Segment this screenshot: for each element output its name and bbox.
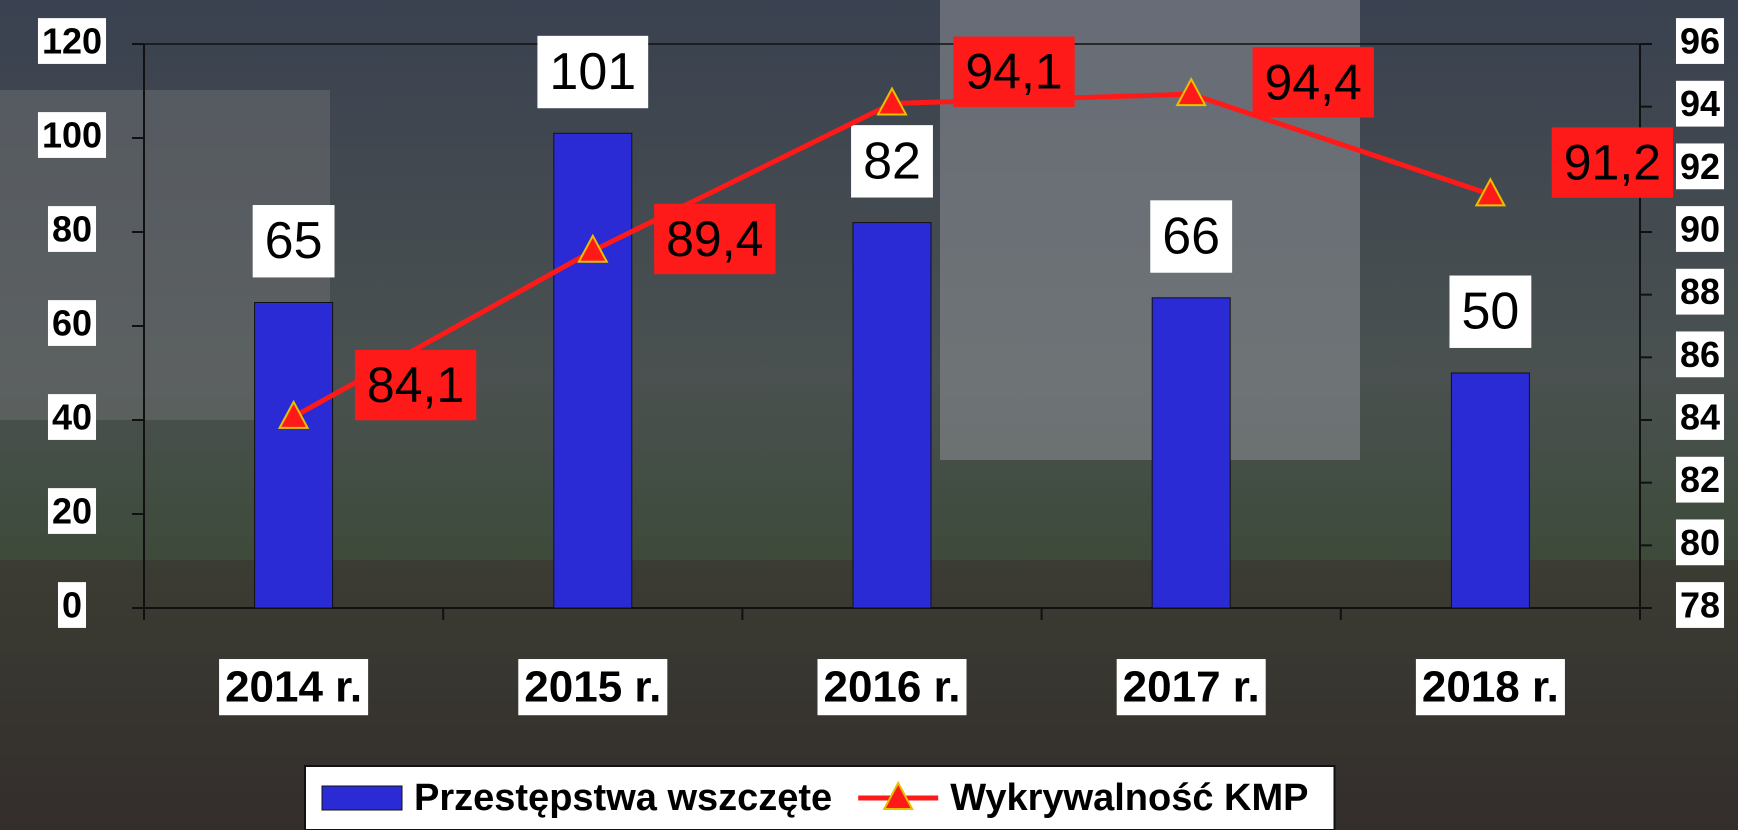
y-tick-label: 20 <box>52 491 92 532</box>
x-tick-label-group: 2016 r. <box>817 659 966 715</box>
legend-label: Przestępstwa wszczęte <box>414 777 832 819</box>
bar <box>1451 373 1529 608</box>
line-value-label: 84,1 <box>367 357 464 413</box>
y2-tick-label: 94 <box>1680 83 1720 124</box>
x-tick-label: 2015 r. <box>524 663 661 712</box>
bar-value-label-group: 50 <box>1449 276 1531 348</box>
y2-tick-label: 88 <box>1680 271 1720 312</box>
y2-tick-label-group: 82 <box>1676 457 1724 503</box>
bar-value-label: 50 <box>1461 283 1519 341</box>
y-tick-label-group: 40 <box>48 394 96 440</box>
line-value-label-group: 91,2 <box>1552 127 1673 197</box>
y2-tick-label-group: 80 <box>1676 519 1724 565</box>
legend-label: Wykrywalność KMP <box>950 777 1308 819</box>
bar-value-label-group: 66 <box>1150 200 1232 272</box>
y-tick-label: 60 <box>52 303 92 344</box>
y2-tick-label-group: 88 <box>1676 269 1724 315</box>
line-value-label-group: 94,1 <box>953 37 1074 107</box>
y-tick-label: 120 <box>42 21 102 62</box>
y-tick-label-group: 100 <box>38 112 106 158</box>
line-value-label: 89,4 <box>666 211 763 267</box>
x-tick-label-group: 2018 r. <box>1416 659 1565 715</box>
line-value-label-group: 84,1 <box>355 350 476 420</box>
y-tick-label: 40 <box>52 397 92 438</box>
bar-value-label-group: 82 <box>851 125 933 197</box>
x-tick-label: 2018 r. <box>1422 663 1559 712</box>
y2-tick-label-group: 84 <box>1676 394 1724 440</box>
y2-tick-label-group: 86 <box>1676 331 1724 377</box>
y2-tick-label-group: 94 <box>1676 81 1724 127</box>
y2-tick-label: 90 <box>1680 209 1720 250</box>
x-tick-label: 2014 r. <box>225 663 362 712</box>
x-tick-label-group: 2014 r. <box>219 659 368 715</box>
y2-tick-label: 82 <box>1680 459 1720 500</box>
bar-value-label: 101 <box>549 43 636 101</box>
line-value-label: 94,1 <box>965 44 1062 100</box>
y2-tick-label: 80 <box>1680 522 1720 563</box>
bar-value-label: 66 <box>1162 208 1220 266</box>
bar-value-label: 65 <box>265 212 323 270</box>
bar <box>853 223 931 608</box>
y-tick-label-group: 80 <box>48 206 96 252</box>
bar-value-label-group: 101 <box>537 36 648 108</box>
y2-tick-label: 96 <box>1680 21 1720 62</box>
y2-tick-label: 84 <box>1680 397 1720 438</box>
y2-tick-label: 92 <box>1680 146 1720 187</box>
y2-tick-label-group: 90 <box>1676 206 1724 252</box>
bar <box>255 303 333 609</box>
x-tick-label: 2017 r. <box>1123 663 1260 712</box>
y-tick-label-group: 120 <box>38 18 106 64</box>
bar <box>1152 298 1230 608</box>
y-tick-label: 80 <box>52 209 92 250</box>
line-value-label-group: 94,4 <box>1253 47 1374 117</box>
bar-value-label-group: 65 <box>253 205 335 277</box>
line-value-label-group: 89,4 <box>654 204 775 274</box>
y-tick-label-group: 60 <box>48 300 96 346</box>
line-value-label: 94,4 <box>1265 54 1362 110</box>
y-tick-label: 100 <box>42 115 102 156</box>
legend: Przestępstwa wszczęte Wykrywalność KMP <box>305 766 1335 830</box>
x-tick-label-group: 2015 r. <box>518 659 667 715</box>
line-value-label: 91,2 <box>1564 135 1661 191</box>
y2-tick-label-group: 96 <box>1676 18 1724 64</box>
y-tick-label: 0 <box>62 585 82 626</box>
y-tick-label-group: 20 <box>48 488 96 534</box>
legend-swatch <box>322 786 402 810</box>
y2-tick-label-group: 92 <box>1676 143 1724 189</box>
y2-tick-label-group: 78 <box>1676 582 1724 628</box>
y2-tick-label: 86 <box>1680 334 1720 375</box>
x-tick-label: 2016 r. <box>823 663 960 712</box>
chart: 0 20 40 60 80 100 120 78 80 82 84 86 88 90 92 94 96 65 101… <box>0 0 1738 830</box>
bar-value-label: 82 <box>863 132 921 190</box>
y-tick-label-group: 0 <box>58 582 86 628</box>
y2-tick-label: 78 <box>1680 585 1720 626</box>
bar <box>554 133 632 608</box>
page: {"chart_data": {"type": "bar_line", "cat… <box>0 0 1738 830</box>
x-tick-label-group: 2017 r. <box>1117 659 1266 715</box>
